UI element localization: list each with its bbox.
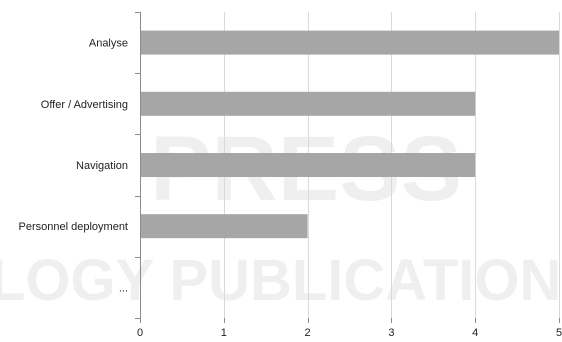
bar-0 (141, 30, 559, 55)
axes (135, 12, 560, 323)
category-label-2: Navigation (76, 160, 128, 172)
x-tick-label-1: 1 (221, 327, 227, 339)
x-tick-label-0: 0 (137, 327, 143, 339)
x-tick-label-5: 5 (556, 327, 562, 339)
watermark-line-2: LOGY PUBLICATIONS (0, 248, 562, 313)
x-tick-label-2: 2 (305, 327, 311, 339)
x-tick-label-4: 4 (472, 327, 478, 339)
bar-3 (141, 214, 308, 239)
bars (141, 30, 559, 239)
category-label-4: ... (119, 282, 128, 294)
x-tick-label-3: 3 (388, 327, 394, 339)
category-label-0: Analyse (89, 38, 128, 50)
bar-2 (141, 153, 476, 177)
category-label-3: Personnel deployment (19, 221, 128, 233)
labels: 0 1 2 3 4 5 Analyse Offer / Advertising Navigati… (19, 38, 562, 339)
bar-1 (141, 91, 476, 116)
category-label-1: Offer / Advertising (41, 99, 128, 111)
